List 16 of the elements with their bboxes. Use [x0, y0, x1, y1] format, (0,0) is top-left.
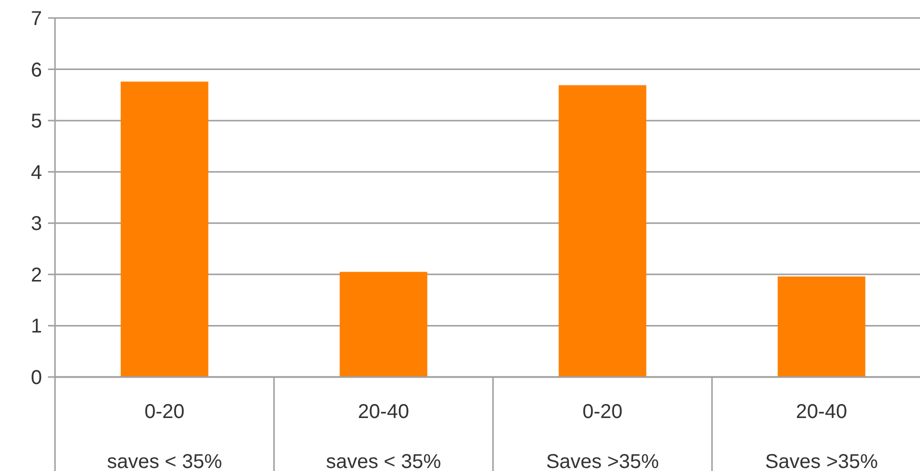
y-tick-label: 3	[30, 213, 42, 236]
bar	[120, 82, 208, 377]
y-tick-label: 2	[30, 264, 42, 286]
y-tick-label: 1	[30, 316, 42, 338]
category-label: 20-40 saves < 35%	[326, 401, 442, 471]
bar	[558, 85, 646, 377]
category-label: 20-40 Saves >35%	[765, 401, 878, 471]
y-tick-label: 6	[30, 59, 42, 82]
bar	[778, 276, 866, 377]
y-tick-label: 0	[30, 367, 42, 389]
y-tick-label: 4	[30, 162, 42, 184]
y-tick-label: 7	[30, 8, 42, 30]
category-label: 0-20 Saves >35%	[546, 401, 659, 471]
y-tick-label: 5	[30, 110, 42, 133]
bar	[340, 272, 428, 377]
category-label: 0-20 saves < 35%	[106, 401, 222, 471]
